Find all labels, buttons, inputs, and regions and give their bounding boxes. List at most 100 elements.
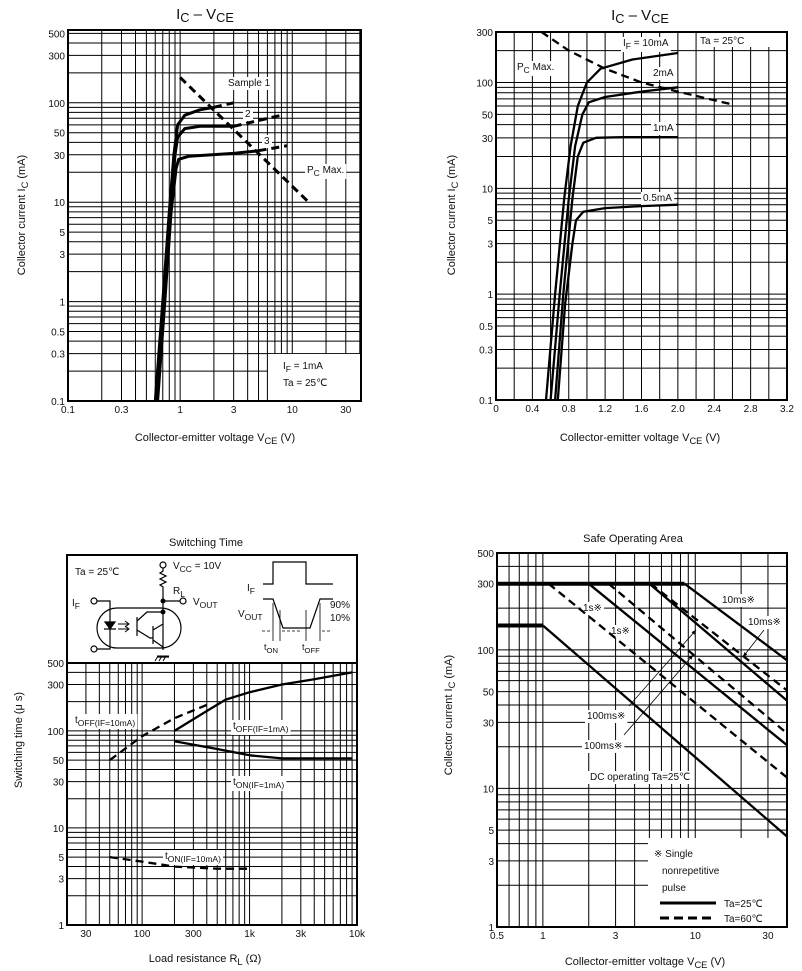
text-segment: 30 bbox=[80, 929, 92, 940]
annotation-label: IF = 10mA bbox=[623, 38, 669, 51]
y-tick-label: 100 bbox=[477, 646, 494, 657]
label-background bbox=[651, 122, 676, 135]
x-tick-label: 0 bbox=[493, 404, 499, 415]
subscript-text: CE bbox=[264, 436, 277, 446]
x-axis-label: Collector-emitter voltage VCE (V) bbox=[565, 956, 725, 970]
subscript-text: OFF(IF=10mA) bbox=[78, 718, 136, 728]
arrowhead-icon bbox=[743, 652, 748, 657]
vout-label: VOUT bbox=[193, 597, 218, 610]
text-segment: 2 bbox=[245, 109, 251, 120]
subscript-text: ON(IF=1mA) bbox=[236, 780, 285, 790]
text-segment: 1 bbox=[487, 290, 493, 301]
y-tick-label: 0.3 bbox=[479, 346, 493, 357]
arrowhead-icon bbox=[691, 630, 696, 635]
label-background bbox=[621, 37, 671, 52]
x-axis-label: Collector-emitter voltage VCE (V) bbox=[135, 432, 295, 446]
text-segment: 50 bbox=[53, 756, 65, 767]
legend: ※ Single nonrepetitive pulse Ta=25℃ Ta=60℃ bbox=[654, 849, 763, 925]
y-tick-label: 100 bbox=[47, 727, 64, 738]
x-tick-label: 100 bbox=[134, 929, 151, 940]
y-axis-label: Collector current IC (mA) bbox=[446, 155, 460, 275]
x-tick-label: 3.2 bbox=[780, 404, 794, 415]
legend-note: nonrepetitive bbox=[662, 866, 720, 877]
annotation-label: 100ms※ bbox=[584, 741, 622, 752]
annotation-label: 1s※ bbox=[611, 626, 630, 637]
y-tick-label: 5 bbox=[58, 853, 64, 864]
labels: 0.1 0.3 1 3 10 30 0.1 0.3 0.5 1 3 5 10 30 50 100 300 500 I… bbox=[16, 6, 352, 446]
text-segment: (mA) bbox=[443, 655, 455, 682]
phototransistor-emitter bbox=[136, 629, 153, 639]
annotation-label: 10ms※ bbox=[722, 595, 755, 606]
series-line-if-1ma bbox=[553, 135, 678, 401]
y-tick-label: 3 bbox=[488, 857, 494, 868]
x-tick-label: 30 bbox=[762, 931, 774, 942]
chart-2: 0 0.4 0.8 1.2 1.6 2.0 2.4 2.8 3.2 0.1 0.3 0.5 1 3 5 10 3… bbox=[446, 7, 794, 446]
subscript-text: L bbox=[237, 957, 242, 967]
x-tick-label: 300 bbox=[185, 929, 202, 940]
text-segment: Collector current I bbox=[443, 688, 455, 775]
series-line-100ms-ta-25- bbox=[648, 582, 788, 702]
text-segment: = 10V bbox=[192, 561, 222, 572]
y-tick-label: 5 bbox=[488, 826, 494, 837]
series-line-sample-3 bbox=[156, 149, 259, 402]
y-tick-label: 30 bbox=[53, 778, 65, 789]
subscript-text: C bbox=[447, 681, 457, 688]
text-segment: = 1mA bbox=[291, 361, 323, 372]
text-segment: 10 bbox=[483, 784, 495, 795]
text-segment: 10 bbox=[53, 824, 65, 835]
text-segment: 10 bbox=[54, 198, 66, 209]
text-segment: 0.5 bbox=[479, 322, 493, 333]
text-segment: 500 bbox=[47, 659, 64, 670]
label-backgrounds bbox=[226, 77, 347, 179]
text-segment: 100 bbox=[48, 99, 65, 110]
y-tick-label: 300 bbox=[477, 580, 494, 591]
text-segment: 100 bbox=[134, 929, 151, 940]
text-segment: DC operating Ta=25℃ bbox=[590, 772, 690, 783]
x-tick-label: 10 bbox=[287, 405, 299, 416]
annotation-label: Sample 1 bbox=[228, 78, 271, 89]
inset-ta-label: Ta = 25℃ bbox=[75, 567, 119, 578]
y-axis-label: Switching time (μ s) bbox=[13, 692, 25, 788]
y-tick-label: 50 bbox=[54, 129, 66, 140]
text-segment: V bbox=[238, 609, 245, 620]
series-group bbox=[540, 31, 733, 401]
chart-3: 30 100 300 1k 3k 10k 1 3 5 10 30 50 100 300 500 Switchi… bbox=[13, 537, 366, 967]
text-segment: 100 bbox=[476, 78, 493, 89]
x-tick-label: 2.0 bbox=[671, 404, 685, 415]
x-axis-label: Collector-emitter voltage VCE (V) bbox=[560, 432, 720, 446]
text-segment: 1k bbox=[244, 929, 256, 940]
text-segment: 1 bbox=[488, 923, 494, 934]
series-line-pc-max- bbox=[540, 31, 733, 106]
if-pulse-waveform bbox=[263, 561, 333, 585]
photocoupler-package-outline bbox=[96, 607, 182, 649]
text-segment: I bbox=[247, 583, 250, 594]
annotation-box bbox=[700, 33, 786, 47]
series-line-toff-if-10ma- bbox=[109, 703, 208, 762]
label-background bbox=[746, 616, 783, 629]
annotation-label: 3 bbox=[264, 136, 270, 147]
subscript-text: CE bbox=[689, 436, 702, 446]
text-segment: 0.1 bbox=[51, 397, 65, 408]
x-tick-label: 3 bbox=[613, 931, 619, 942]
y-tick-label: 300 bbox=[48, 51, 65, 62]
subscript-text: C bbox=[615, 11, 624, 26]
y-tick-label: 5 bbox=[487, 216, 493, 227]
text-segment: 30 bbox=[482, 134, 494, 145]
subscript-text: C bbox=[180, 10, 189, 25]
y-tick-label: 500 bbox=[48, 29, 65, 40]
text-segment: Collector current I bbox=[446, 188, 458, 275]
text-segment: 1 bbox=[58, 921, 64, 932]
subscript-text: C bbox=[314, 168, 320, 178]
x-tick-label: 10k bbox=[349, 929, 366, 940]
text-segment: (mA) bbox=[16, 155, 28, 182]
darlington-emitter bbox=[152, 639, 164, 648]
text-segment: 1mA bbox=[653, 123, 674, 134]
series-line-ton-if-1ma- bbox=[174, 740, 353, 760]
x-tick-label: 1k bbox=[244, 929, 256, 940]
x-tick-label: 30 bbox=[80, 929, 92, 940]
text-segment: 500 bbox=[48, 29, 65, 40]
text-segment: 100ms※ bbox=[584, 741, 622, 752]
series-line-ton-if-10ma- bbox=[109, 855, 250, 870]
